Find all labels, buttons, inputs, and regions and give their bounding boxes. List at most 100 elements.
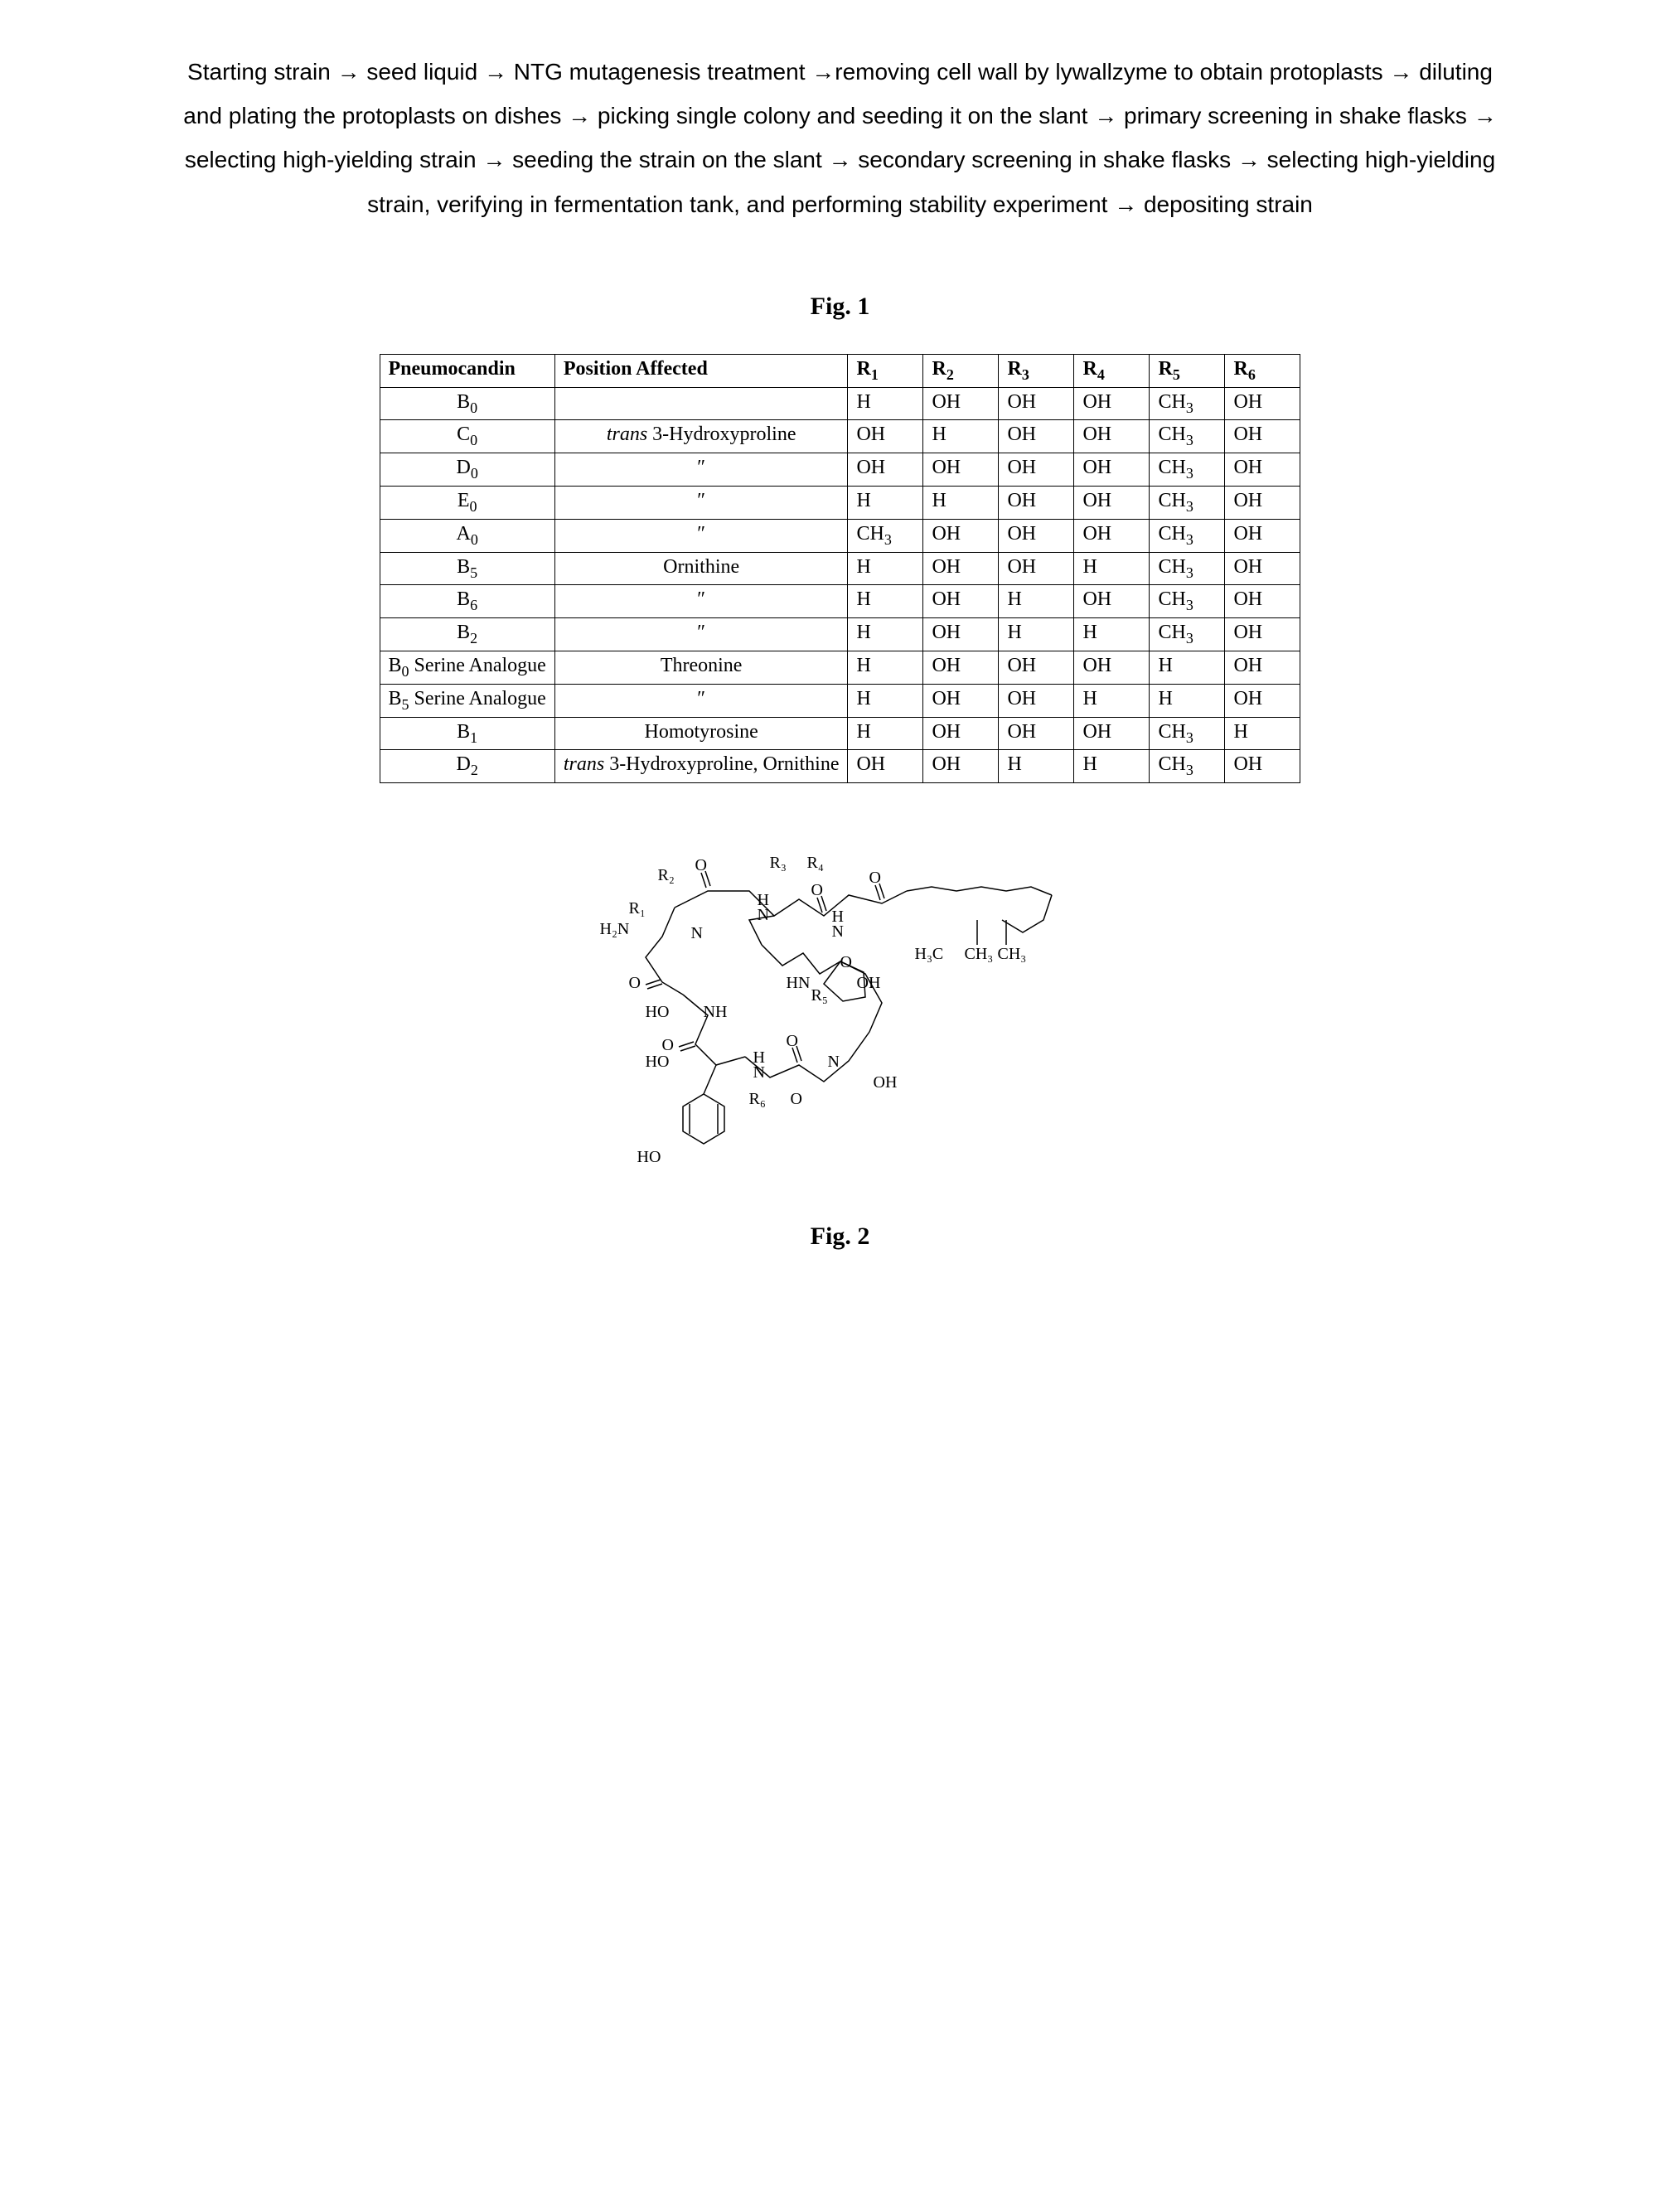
cell-name: B0 Serine Analogue — [380, 651, 554, 684]
cell-position: ″ — [554, 684, 848, 717]
lbl-r5: R₅ — [811, 986, 828, 1005]
cell-name: C0 — [380, 420, 554, 453]
cell-position: Homotyrosine — [554, 717, 848, 750]
cell-r: OH — [1225, 651, 1300, 684]
cell-r: H — [1074, 750, 1150, 783]
cell-position: ″ — [554, 585, 848, 618]
lbl-n4: N — [753, 1063, 765, 1082]
lbl-r1: R₁ — [629, 899, 646, 918]
lbl-h2: H — [758, 891, 769, 910]
cell-r: CH3 — [1150, 750, 1225, 783]
lbl-n1: N — [832, 922, 844, 942]
cell-name: B0 — [380, 387, 554, 420]
cell-r: H — [923, 486, 999, 519]
lbl-n5: N — [828, 1053, 840, 1072]
cell-r: OH — [1074, 420, 1150, 453]
th-r5: R5 — [1150, 354, 1225, 387]
cell-r: H — [1150, 684, 1225, 717]
cell-r: OH — [1225, 387, 1300, 420]
pneumocandin-table-wrap: Pneumocandin Position Affected R1 R2 R3 … — [66, 354, 1614, 783]
cell-r: OH — [1074, 585, 1150, 618]
cell-r: OH — [923, 519, 999, 552]
cell-name: B5 — [380, 552, 554, 585]
lbl-ho2: HO — [646, 1053, 670, 1072]
th-r4: R4 — [1074, 354, 1150, 387]
lbl-o8: O — [840, 953, 852, 972]
cell-r: OH — [1225, 486, 1300, 519]
lbl-h2n: H₂N — [600, 920, 630, 939]
cell-r: OH — [1225, 684, 1300, 717]
lbl-n3: N — [691, 924, 703, 943]
table-row: B0 Serine AnalogueThreonineHOHOHOHHOH — [380, 651, 1300, 684]
cell-r: OH — [923, 585, 999, 618]
cell-r: OH — [1074, 453, 1150, 487]
cell-r: OH — [1074, 387, 1150, 420]
table-header-row: Pneumocandin Position Affected R1 R2 R3 … — [380, 354, 1300, 387]
lbl-r2: R₂ — [658, 866, 675, 885]
cell-r: OH — [1225, 519, 1300, 552]
cell-name: E0 — [380, 486, 554, 519]
table-row: B1HomotyrosineHOHOHOHCH3H — [380, 717, 1300, 750]
lbl-hn1: HN — [787, 974, 811, 993]
chemical-structure: R₂ R₁ H₂N R₃ R₄ O O O H N N H N O HO NH … — [583, 808, 1097, 1189]
cell-r: OH — [923, 552, 999, 585]
cell-position: trans 3-Hydroxyproline, Ornithine — [554, 750, 848, 783]
lbl-h3c: H₃C — [915, 945, 944, 964]
lbl-ho1: HO — [646, 1003, 670, 1022]
figure-1-caption: Fig. 1 — [66, 293, 1614, 321]
cell-r: H — [848, 552, 923, 585]
cell-r: H — [848, 651, 923, 684]
th-pneumocandin: Pneumocandin — [380, 354, 554, 387]
cell-position — [554, 387, 848, 420]
cell-position: ″ — [554, 618, 848, 651]
th-r2: R2 — [923, 354, 999, 387]
cell-r: CH3 — [1150, 618, 1225, 651]
cell-r: OH — [999, 486, 1074, 519]
cell-r: H — [848, 684, 923, 717]
cell-r: H — [1074, 684, 1150, 717]
cell-position: ″ — [554, 486, 848, 519]
th-position: Position Affected — [554, 354, 848, 387]
table-row: C0trans 3-HydroxyprolineOHHOHOHCH3OH — [380, 420, 1300, 453]
lbl-r3: R₃ — [770, 854, 787, 873]
cell-r: OH — [999, 717, 1074, 750]
table-row: B5OrnithineHOHOHHCH3OH — [380, 552, 1300, 585]
cell-r: OH — [999, 420, 1074, 453]
cell-r: OH — [1074, 519, 1150, 552]
cell-position: ″ — [554, 519, 848, 552]
lbl-ch3b: CH₃ — [998, 945, 1027, 964]
cell-r: H — [999, 618, 1074, 651]
cell-name: B5 Serine Analogue — [380, 684, 554, 717]
cell-r: H — [848, 585, 923, 618]
cell-name: A0 — [380, 519, 554, 552]
cell-position: trans 3-Hydroxyproline — [554, 420, 848, 453]
process-flow-text: Starting strain → seed liquid → NTG muta… — [177, 50, 1503, 226]
lbl-oh1: OH — [874, 1073, 898, 1092]
cell-r: H — [999, 585, 1074, 618]
cell-r: OH — [999, 552, 1074, 585]
cell-r: H — [1074, 618, 1150, 651]
cell-r: OH — [1225, 420, 1300, 453]
cell-position: ″ — [554, 453, 848, 487]
cell-r: OH — [923, 651, 999, 684]
cell-position: Ornithine — [554, 552, 848, 585]
th-r3: R3 — [999, 354, 1074, 387]
cell-r: OH — [923, 387, 999, 420]
cell-r: OH — [1225, 552, 1300, 585]
cell-r: OH — [923, 750, 999, 783]
cell-r: OH — [1074, 486, 1150, 519]
cell-name: D2 — [380, 750, 554, 783]
cell-name: B6 — [380, 585, 554, 618]
cell-r: CH3 — [1150, 585, 1225, 618]
cell-r: H — [1225, 717, 1300, 750]
lbl-o2: O — [811, 881, 823, 900]
cell-r: OH — [1225, 453, 1300, 487]
lbl-o3: O — [869, 869, 881, 888]
lbl-o6: O — [787, 1032, 798, 1051]
cell-r: OH — [999, 651, 1074, 684]
cell-r: CH3 — [848, 519, 923, 552]
cell-r: OH — [999, 453, 1074, 487]
cell-r: OH — [848, 750, 923, 783]
cell-r: H — [848, 618, 923, 651]
lbl-r4: R₄ — [807, 854, 824, 873]
